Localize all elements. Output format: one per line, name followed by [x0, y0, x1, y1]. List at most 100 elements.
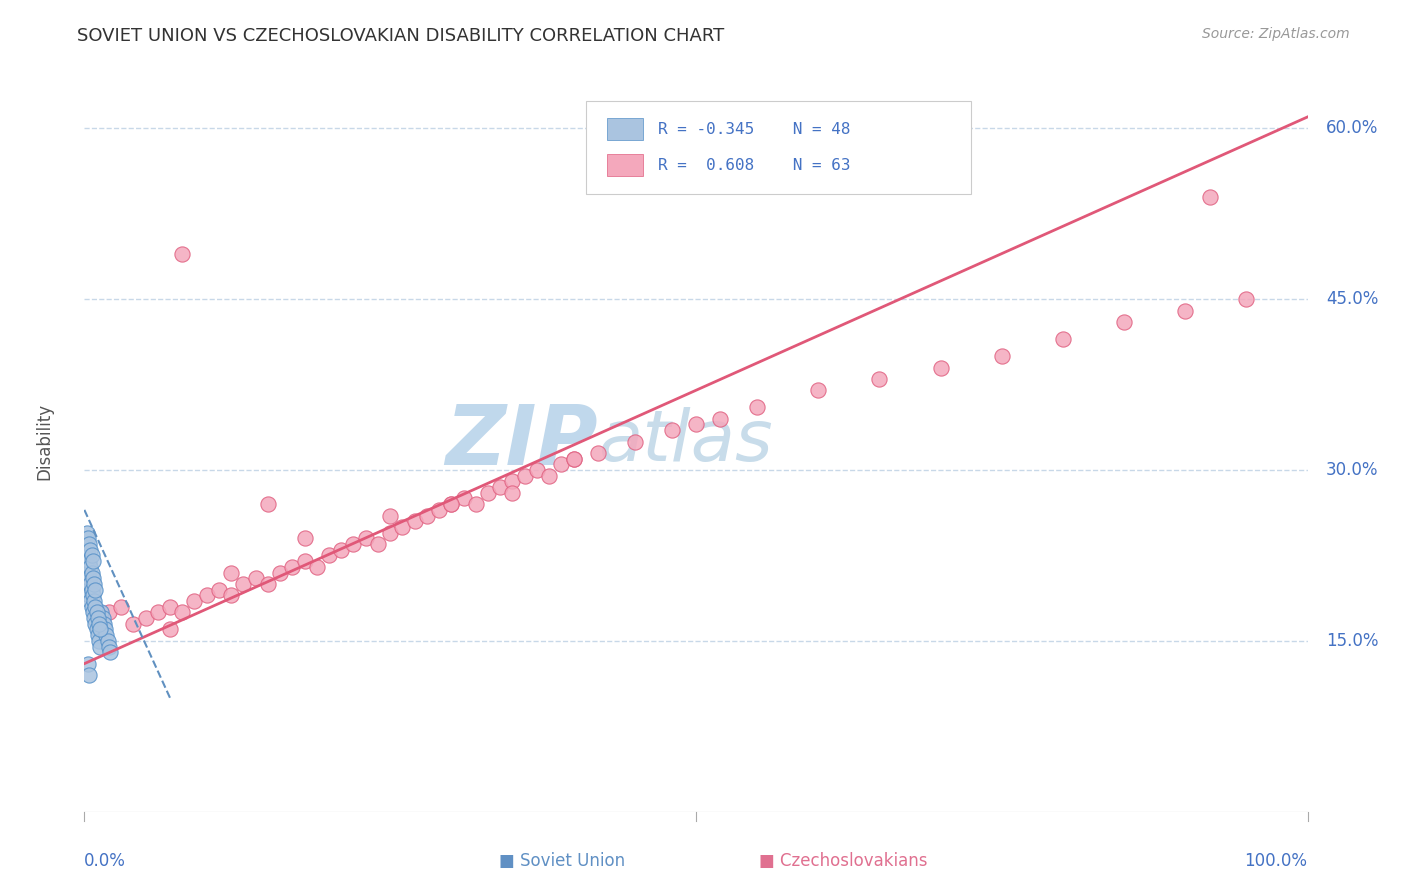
Point	[269, 566, 291, 580]
Point	[367, 537, 389, 551]
Point	[82, 606, 104, 620]
Text: SOVIET UNION VS CZECHOSLOVAKIAN DISABILITY CORRELATION CHART: SOVIET UNION VS CZECHOSLOVAKIAN DISABILI…	[77, 27, 724, 45]
FancyBboxPatch shape	[606, 118, 644, 140]
Point	[77, 537, 100, 551]
Point	[91, 611, 114, 625]
FancyBboxPatch shape	[606, 154, 644, 177]
Point	[453, 491, 475, 506]
Point	[110, 599, 132, 614]
Point	[747, 401, 769, 415]
Point	[489, 480, 512, 494]
Point	[1114, 315, 1136, 329]
Point	[87, 633, 110, 648]
Point	[562, 451, 585, 466]
Point	[80, 566, 103, 580]
Point	[245, 571, 267, 585]
Point	[77, 657, 100, 671]
Point	[98, 645, 121, 659]
Text: R = -0.345    N = 48: R = -0.345 N = 48	[658, 121, 851, 136]
Point	[77, 554, 100, 568]
Point	[477, 485, 499, 500]
Point	[87, 628, 110, 642]
Point	[84, 582, 107, 597]
Point	[79, 559, 101, 574]
Point	[513, 468, 536, 483]
Point	[380, 525, 402, 540]
Point	[76, 559, 98, 574]
Point	[97, 640, 120, 654]
Text: atlas: atlas	[598, 407, 773, 476]
Point	[1174, 303, 1197, 318]
FancyBboxPatch shape	[586, 101, 972, 194]
Point	[562, 451, 585, 466]
Point	[318, 549, 340, 563]
Point	[83, 611, 105, 625]
Point	[82, 554, 104, 568]
Point	[77, 588, 100, 602]
Text: 0.0%: 0.0%	[84, 853, 127, 871]
Text: 30.0%: 30.0%	[1326, 461, 1378, 479]
Point	[991, 349, 1014, 363]
Point	[685, 417, 707, 432]
Text: ■ Soviet Union: ■ Soviet Union	[499, 852, 626, 870]
Point	[208, 582, 231, 597]
Point	[391, 520, 413, 534]
Point	[172, 246, 194, 260]
Text: Source: ZipAtlas.com: Source: ZipAtlas.com	[1202, 27, 1350, 41]
Point	[77, 549, 100, 563]
Point	[294, 554, 316, 568]
Point	[77, 566, 100, 580]
Point	[93, 616, 115, 631]
Point	[464, 497, 486, 511]
Point	[330, 542, 353, 557]
Point	[380, 508, 402, 523]
Point	[354, 532, 377, 546]
Point	[76, 577, 98, 591]
Point	[502, 485, 524, 500]
Point	[86, 623, 108, 637]
Point	[305, 559, 328, 574]
Point	[159, 599, 181, 614]
Point	[89, 623, 111, 637]
Point	[135, 611, 157, 625]
Point	[76, 542, 98, 557]
Point	[1052, 332, 1074, 346]
Point	[195, 588, 218, 602]
Point	[96, 628, 118, 642]
Point	[79, 542, 101, 557]
Point	[82, 588, 104, 602]
Text: 60.0%: 60.0%	[1326, 120, 1378, 137]
Point	[84, 599, 107, 614]
Point	[82, 571, 104, 585]
Point	[97, 606, 120, 620]
Point	[77, 532, 100, 546]
Point	[661, 423, 683, 437]
Point	[586, 446, 609, 460]
Point	[159, 623, 181, 637]
Point	[79, 577, 101, 591]
Point	[294, 532, 316, 546]
Point	[416, 508, 439, 523]
Point	[538, 468, 561, 483]
Point	[122, 616, 145, 631]
Point	[77, 571, 100, 585]
Text: 100.0%: 100.0%	[1244, 853, 1308, 871]
Point	[257, 497, 280, 511]
Point	[550, 458, 572, 472]
Point	[404, 514, 426, 528]
Point	[83, 577, 105, 591]
Point	[440, 497, 463, 511]
Point	[77, 668, 100, 682]
Text: Disability: Disability	[35, 403, 53, 480]
Point	[97, 633, 120, 648]
Point	[929, 360, 952, 375]
Point	[79, 594, 101, 608]
Point	[526, 463, 548, 477]
Point	[89, 640, 111, 654]
Point	[342, 537, 364, 551]
Text: R =  0.608    N = 63: R = 0.608 N = 63	[658, 158, 851, 173]
Text: ZIP: ZIP	[446, 401, 598, 482]
Text: 15.0%: 15.0%	[1326, 632, 1378, 650]
Text: ■ Czechoslovakians: ■ Czechoslovakians	[759, 852, 928, 870]
Point	[257, 577, 280, 591]
